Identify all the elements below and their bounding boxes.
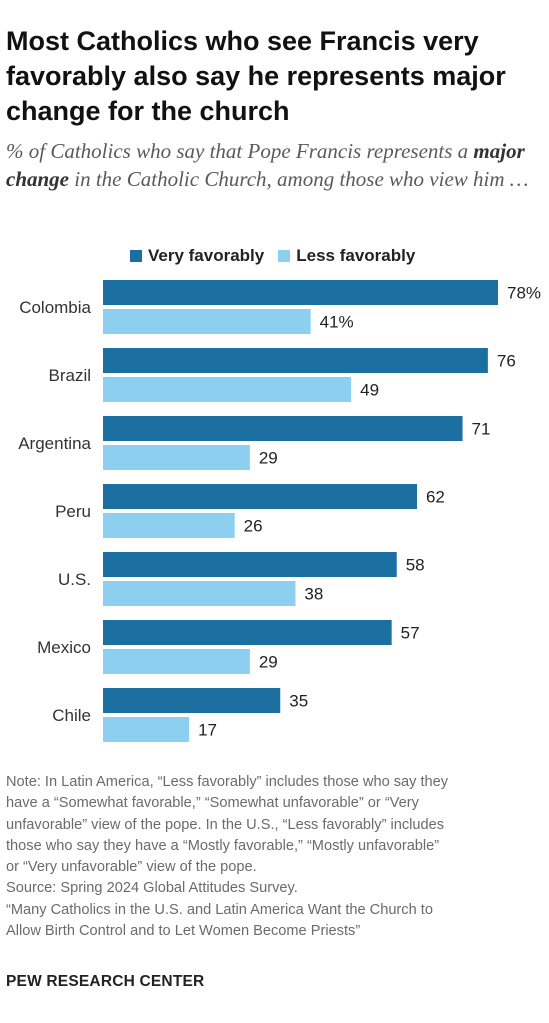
bar-very-favorably-u-s xyxy=(103,552,397,577)
category-label-peru: Peru xyxy=(55,502,91,521)
category-label-mexico: Mexico xyxy=(37,638,91,657)
bar-very-favorably-colombia xyxy=(103,280,498,305)
category-label-u-s: U.S. xyxy=(58,570,91,589)
note-line: Note: In Latin America, “Less favorably”… xyxy=(6,774,449,790)
report-title-line: Allow Birth Control and to Let Women Bec… xyxy=(6,923,361,940)
legend-swatch-very-favorably xyxy=(130,250,142,262)
data-label-very-favorably-peru: 62 xyxy=(426,488,445,507)
bar-very-favorably-argentina xyxy=(103,416,463,441)
data-label-less-favorably-mexico: 29 xyxy=(259,653,278,672)
chart-subtitle: % of Catholics who say that Pope Francis… xyxy=(6,137,536,193)
data-label-very-favorably-argentina: 71 xyxy=(472,420,491,439)
category-label-colombia: Colombia xyxy=(19,298,91,317)
chart-title: Most Catholics who see Francis very favo… xyxy=(6,26,506,126)
bar-very-favorably-chile xyxy=(103,688,281,713)
chart-legend: Very favorably Less favorably xyxy=(130,244,429,268)
legend-item-less-favorably: Less favorably xyxy=(278,246,415,266)
bar-less-favorably-mexico xyxy=(103,649,250,674)
data-label-very-favorably-mexico: 57 xyxy=(401,624,420,643)
bar-less-favorably-peru xyxy=(103,513,235,538)
note-line: those who say they have a “Mostly favora… xyxy=(6,837,440,854)
data-label-less-favorably-u-s: 38 xyxy=(304,585,323,604)
legend-label-very-favorably: Very favorably xyxy=(148,246,265,265)
subtitle-emphasis: major change xyxy=(6,139,525,191)
bar-chart: Colombia 78% 41% Brazil 76 49 Argentina 71 29 Per… xyxy=(18,280,541,742)
data-label-very-favorably-brazil: 76 xyxy=(497,352,516,371)
source-line: Source: Spring 2024 Global Attitudes Sur… xyxy=(6,880,298,897)
bar-less-favorably-argentina xyxy=(103,445,250,470)
bar-less-favorably-chile xyxy=(103,717,190,742)
bar-very-favorably-peru xyxy=(103,484,417,509)
bar-less-favorably-u-s xyxy=(103,581,296,606)
bar-less-favorably-brazil xyxy=(103,377,352,402)
data-label-very-favorably-u-s: 58 xyxy=(406,556,425,575)
bar-very-favorably-mexico xyxy=(103,620,392,645)
bar-very-favorably-brazil xyxy=(103,348,488,373)
data-label-very-favorably-chile: 35 xyxy=(289,692,308,711)
legend-label-less-favorably: Less favorably xyxy=(296,246,416,265)
category-label-chile: Chile xyxy=(52,706,91,725)
pew-research-center-logo: PEW RESEARCH CENTER xyxy=(6,973,205,990)
bar-less-favorably-colombia xyxy=(103,309,311,334)
report-title-line: “Many Catholics in the U.S. and Latin Am… xyxy=(6,901,433,918)
subtitle-text: % of Catholics who say that Pope Francis… xyxy=(6,139,474,163)
category-label-argentina: Argentina xyxy=(18,434,91,453)
data-label-less-favorably-argentina: 29 xyxy=(259,449,278,468)
note-line: unfavorable” view of the pope. In the U.… xyxy=(6,816,445,833)
note-line: have a “Somewhat favorable,” “Somewhat u… xyxy=(6,795,419,812)
data-label-less-favorably-brazil: 49 xyxy=(360,381,379,400)
data-label-less-favorably-peru: 26 xyxy=(244,517,263,536)
data-label-less-favorably-chile: 17 xyxy=(198,721,217,740)
data-label-very-favorably-colombia: 78% xyxy=(507,284,541,303)
legend-swatch-less-favorably xyxy=(278,250,291,262)
chart-notes: Note: In Latin America, “Less favorably”… xyxy=(6,772,546,942)
subtitle-text-end: in the Catholic Church, among those who … xyxy=(69,167,529,191)
category-label-brazil: Brazil xyxy=(48,366,91,385)
data-label-less-favorably-colombia: 41% xyxy=(320,313,354,332)
note-line: or “Very unfavorable” view of the pope. xyxy=(6,859,257,876)
legend-item-very-favorably: Very favorably xyxy=(130,246,264,266)
